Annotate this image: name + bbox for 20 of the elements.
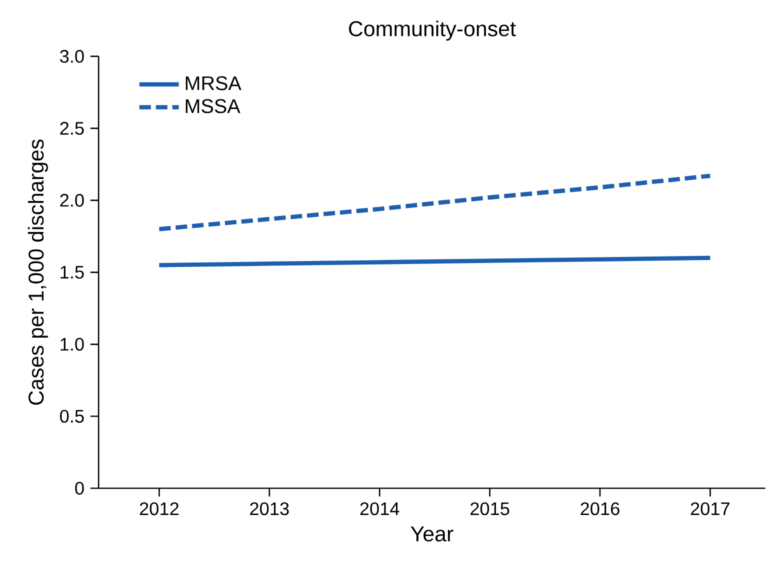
x-tick-label: 2016: [580, 502, 620, 516]
y-tick-label: 1.0: [60, 338, 84, 351]
x-tick-label: 2017: [690, 502, 730, 516]
x-tick-label: 2013: [250, 502, 289, 516]
y-tick-label: 2.0: [60, 194, 84, 207]
x-axis-title: Year: [410, 526, 454, 542]
x-tick-label: 2014: [360, 502, 400, 516]
legend-label: MSSA: [186, 99, 240, 114]
line-series: [157, 256, 712, 268]
y-tick-label: 3.0: [60, 50, 84, 63]
y-tick-label: 2.5: [60, 122, 84, 135]
y-tick-label: 1.5: [60, 266, 84, 279]
chart-title: Community-onset: [348, 20, 516, 41]
y-axis-title: Cases per 1,000 discharges: [28, 140, 48, 405]
y-tick-label: 0.5: [60, 410, 84, 423]
y-tick-label: 0: [75, 482, 84, 495]
x-tick-label: 2015: [470, 502, 510, 516]
legend-label: MRSA: [186, 76, 242, 90]
line-series: [157, 174, 712, 232]
x-tick-label: 2012: [140, 502, 178, 516]
